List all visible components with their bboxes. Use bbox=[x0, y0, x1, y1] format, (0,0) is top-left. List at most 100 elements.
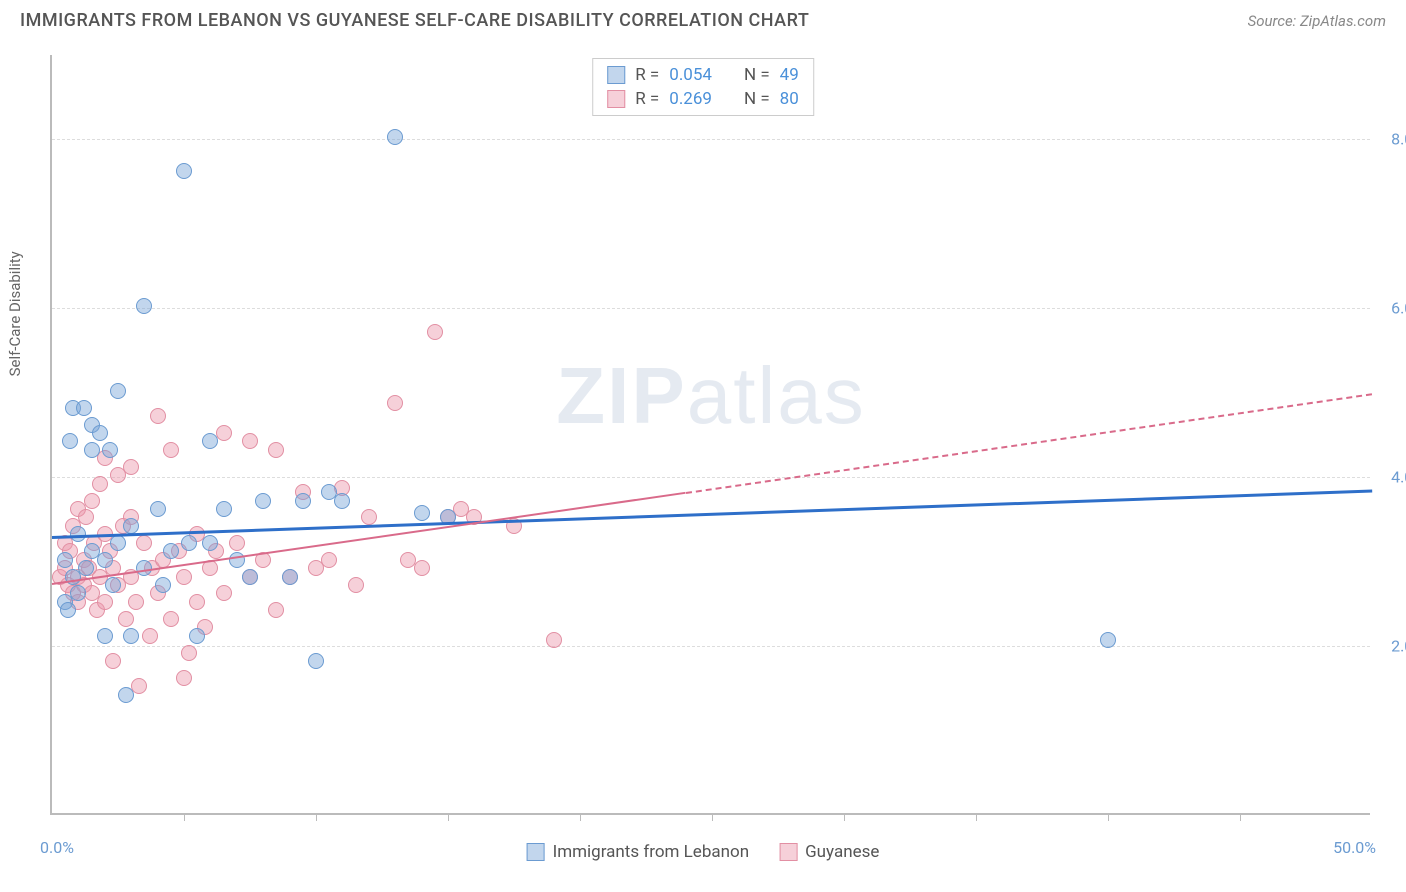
legend-n-value: 80 bbox=[780, 89, 799, 109]
data-point bbox=[123, 459, 139, 475]
x-axis-min: 0.0% bbox=[40, 838, 74, 857]
data-point bbox=[414, 560, 430, 576]
legend-series-item: Guyanese bbox=[779, 842, 879, 862]
legend-n-value: 49 bbox=[780, 65, 799, 85]
data-point bbox=[189, 628, 205, 644]
data-point bbox=[70, 585, 86, 601]
x-tick bbox=[316, 813, 317, 821]
y-tick-label: 2.0% bbox=[1391, 637, 1406, 656]
data-point bbox=[97, 594, 113, 610]
legend-stat-row: R = 0.054N = 49 bbox=[607, 63, 799, 87]
x-tick bbox=[448, 813, 449, 821]
data-point bbox=[118, 687, 134, 703]
x-tick bbox=[1108, 813, 1109, 821]
gridline bbox=[52, 139, 1370, 140]
data-point bbox=[546, 632, 562, 648]
data-point bbox=[255, 493, 271, 509]
legend-swatch bbox=[527, 843, 545, 861]
gridline bbox=[52, 308, 1370, 309]
data-point bbox=[176, 163, 192, 179]
data-point bbox=[387, 395, 403, 411]
data-point bbox=[163, 442, 179, 458]
trend-line bbox=[52, 490, 1372, 539]
data-point bbox=[110, 535, 126, 551]
data-point bbox=[242, 433, 258, 449]
data-point bbox=[361, 509, 377, 525]
data-point bbox=[97, 552, 113, 568]
data-point bbox=[181, 645, 197, 661]
watermark: ZIPatlas bbox=[556, 350, 865, 442]
legend-series-label: Guyanese bbox=[805, 842, 879, 862]
data-point bbox=[62, 433, 78, 449]
data-point bbox=[128, 594, 144, 610]
gridline bbox=[52, 477, 1370, 478]
x-tick bbox=[1240, 813, 1241, 821]
legend-swatch bbox=[607, 90, 625, 108]
data-point bbox=[321, 552, 337, 568]
data-point bbox=[118, 611, 134, 627]
series-legend: Immigrants from Lebanon Guyanese bbox=[527, 842, 880, 862]
data-point bbox=[136, 535, 152, 551]
x-axis-max: 50.0% bbox=[1333, 838, 1376, 857]
data-point bbox=[142, 628, 158, 644]
x-tick bbox=[844, 813, 845, 821]
x-tick bbox=[712, 813, 713, 821]
data-point bbox=[136, 298, 152, 314]
chart-title: IMMIGRANTS FROM LEBANON VS GUYANESE SELF… bbox=[20, 10, 809, 31]
data-point bbox=[308, 653, 324, 669]
data-point bbox=[242, 569, 258, 585]
legend-r-label: R = bbox=[635, 89, 659, 109]
data-point bbox=[78, 509, 94, 525]
correlation-legend: R = 0.054 N = 49R = 0.269N = 80 bbox=[592, 58, 814, 116]
data-point bbox=[334, 493, 350, 509]
y-axis-label: Self-Care Disability bbox=[6, 251, 24, 376]
y-tick-label: 8.0% bbox=[1391, 130, 1406, 149]
legend-r-value: 0.054 bbox=[669, 65, 712, 85]
x-tick bbox=[976, 813, 977, 821]
legend-stat-row: R = 0.269N = 80 bbox=[607, 87, 799, 111]
data-point bbox=[102, 442, 118, 458]
legend-n-label: N = bbox=[744, 65, 770, 85]
y-tick-label: 6.0% bbox=[1391, 299, 1406, 318]
data-point bbox=[202, 433, 218, 449]
data-point bbox=[181, 535, 197, 551]
data-point bbox=[295, 493, 311, 509]
data-point bbox=[268, 602, 284, 618]
data-point bbox=[202, 535, 218, 551]
source-label: Source: ZipAtlas.com bbox=[1248, 12, 1386, 30]
data-point bbox=[78, 560, 94, 576]
data-point bbox=[92, 476, 108, 492]
data-point bbox=[229, 552, 245, 568]
data-point bbox=[84, 493, 100, 509]
data-point bbox=[414, 505, 430, 521]
legend-swatch bbox=[779, 843, 797, 861]
data-point bbox=[150, 408, 166, 424]
data-point bbox=[282, 569, 298, 585]
data-point bbox=[123, 518, 139, 534]
trend-line-extrapolated bbox=[685, 393, 1372, 494]
legend-series-label: Immigrants from Lebanon bbox=[553, 842, 750, 862]
legend-swatch bbox=[607, 66, 625, 84]
data-point bbox=[76, 400, 92, 416]
data-point bbox=[92, 425, 108, 441]
data-point bbox=[97, 628, 113, 644]
data-point bbox=[427, 324, 443, 340]
gridline bbox=[52, 646, 1370, 647]
data-point bbox=[268, 442, 284, 458]
data-point bbox=[105, 653, 121, 669]
data-point bbox=[387, 129, 403, 145]
x-tick bbox=[184, 813, 185, 821]
legend-n-label: N = bbox=[744, 89, 770, 109]
data-point bbox=[216, 585, 232, 601]
x-tick bbox=[580, 813, 581, 821]
scatter-chart: ZIPatlas 2.0%4.0%6.0%8.0% bbox=[50, 55, 1370, 815]
legend-series-item: Immigrants from Lebanon bbox=[527, 842, 750, 862]
data-point bbox=[216, 501, 232, 517]
data-point bbox=[110, 383, 126, 399]
data-point bbox=[189, 594, 205, 610]
data-point bbox=[84, 442, 100, 458]
data-point bbox=[1100, 632, 1116, 648]
data-point bbox=[229, 535, 245, 551]
data-point bbox=[176, 569, 192, 585]
data-point bbox=[348, 577, 364, 593]
